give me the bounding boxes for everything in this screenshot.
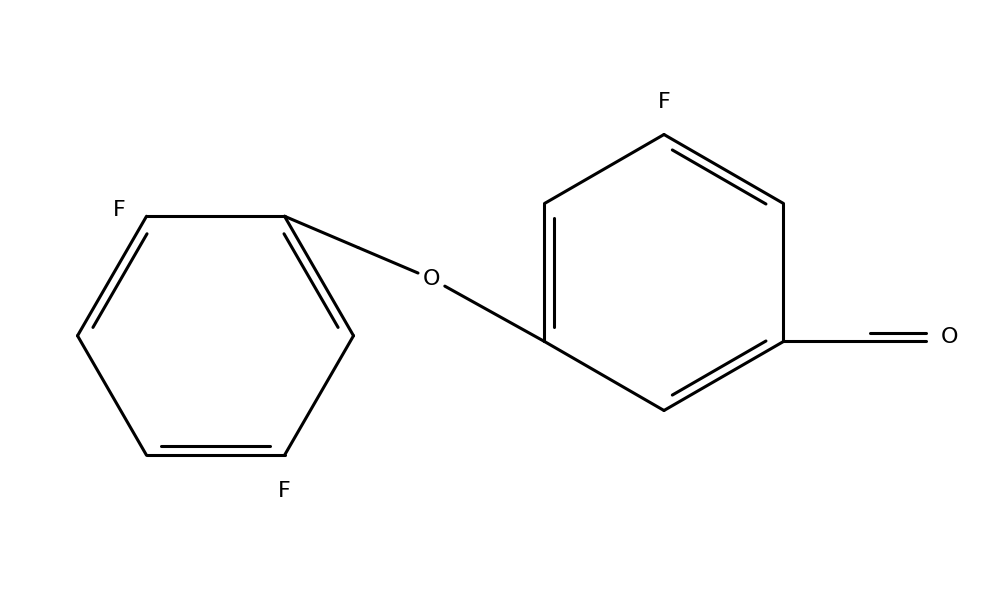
Text: O: O (423, 269, 441, 289)
Text: F: F (113, 201, 126, 220)
Text: F: F (278, 481, 291, 500)
Text: F: F (658, 91, 670, 112)
Text: O: O (941, 327, 959, 348)
